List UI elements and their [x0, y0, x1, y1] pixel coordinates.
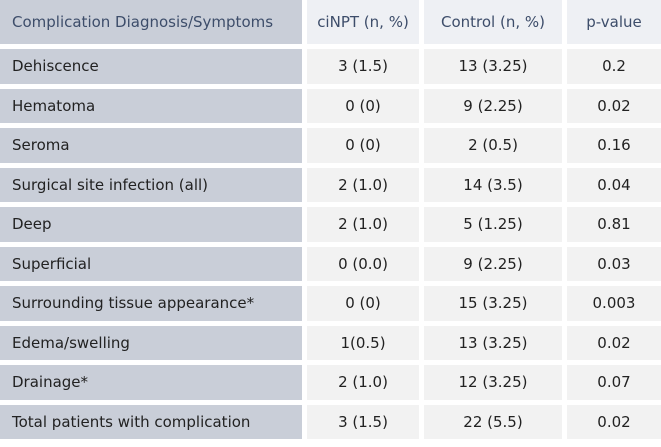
- control-cell: 22 (5.5): [424, 404, 562, 439]
- table-row: Total patients with complication 3 (1.5)…: [0, 404, 661, 439]
- table-row: Edema/swelling 1(0.5) 13 (3.25) 0.02: [0, 325, 661, 360]
- diagnosis-cell: Surgical site infection (all): [0, 167, 302, 202]
- p-value-cell: 0.003: [567, 286, 661, 321]
- p-value-cell: 0.02: [567, 325, 661, 360]
- diagnosis-cell: Seroma: [0, 128, 302, 163]
- table-row: Surgical site infection (all) 2 (1.0) 14…: [0, 167, 661, 202]
- cinpt-cell: 0 (0): [307, 88, 419, 123]
- control-cell: 15 (3.25): [424, 286, 562, 321]
- table-row: Hematoma 0 (0) 9 (2.25) 0.02: [0, 88, 661, 123]
- control-cell: 9 (2.25): [424, 246, 562, 281]
- table-row: Dehiscence 3 (1.5) 13 (3.25) 0.2: [0, 49, 661, 84]
- control-cell: 9 (2.25): [424, 88, 562, 123]
- control-cell: 14 (3.5): [424, 167, 562, 202]
- diagnosis-cell: Deep: [0, 207, 302, 242]
- cinpt-cell: 3 (1.5): [307, 404, 419, 439]
- cinpt-cell: 2 (1.0): [307, 167, 419, 202]
- header-control: Control (n, %): [424, 0, 562, 44]
- cinpt-cell: 0 (0): [307, 286, 419, 321]
- p-value-cell: 0.03: [567, 246, 661, 281]
- p-value-cell: 0.81: [567, 207, 661, 242]
- table-row: Drainage* 2 (1.0) 12 (3.25) 0.07: [0, 365, 661, 400]
- control-cell: 2 (0.5): [424, 128, 562, 163]
- diagnosis-cell: Edema/swelling: [0, 325, 302, 360]
- table-body: Dehiscence 3 (1.5) 13 (3.25) 0.2 Hematom…: [0, 49, 661, 439]
- p-value-cell: 0.16: [567, 128, 661, 163]
- table-row: Seroma 0 (0) 2 (0.5) 0.16: [0, 128, 661, 163]
- p-value-cell: 0.04: [567, 167, 661, 202]
- diagnosis-cell: Hematoma: [0, 88, 302, 123]
- table-row: Deep 2 (1.0) 5 (1.25) 0.81: [0, 207, 661, 242]
- table-row: Surrounding tissue appearance* 0 (0) 15 …: [0, 286, 661, 321]
- cinpt-cell: 0 (0.0): [307, 246, 419, 281]
- cinpt-cell: 2 (1.0): [307, 207, 419, 242]
- header-cinpt: ciNPT (n, %): [307, 0, 419, 44]
- p-value-cell: 0.07: [567, 365, 661, 400]
- control-cell: 13 (3.25): [424, 49, 562, 84]
- diagnosis-cell: Total patients with complication: [0, 404, 302, 439]
- header-diagnosis: Complication Diagnosis/Symptoms: [0, 0, 302, 44]
- p-value-cell: 0.2: [567, 49, 661, 84]
- p-value-cell: 0.02: [567, 88, 661, 123]
- cinpt-cell: 0 (0): [307, 128, 419, 163]
- diagnosis-cell: Surrounding tissue appearance*: [0, 286, 302, 321]
- diagnosis-cell: Dehiscence: [0, 49, 302, 84]
- header-p-value: p-value: [567, 0, 661, 44]
- p-value-cell: 0.02: [567, 404, 661, 439]
- diagnosis-cell: Superficial: [0, 246, 302, 281]
- diagnosis-cell: Drainage*: [0, 365, 302, 400]
- control-cell: 13 (3.25): [424, 325, 562, 360]
- table-row: Superficial 0 (0.0) 9 (2.25) 0.03: [0, 246, 661, 281]
- table-header-row: Complication Diagnosis/Symptoms ciNPT (n…: [0, 0, 661, 44]
- control-cell: 12 (3.25): [424, 365, 562, 400]
- cinpt-cell: 2 (1.0): [307, 365, 419, 400]
- cinpt-cell: 3 (1.5): [307, 49, 419, 84]
- control-cell: 5 (1.25): [424, 207, 562, 242]
- cinpt-cell: 1(0.5): [307, 325, 419, 360]
